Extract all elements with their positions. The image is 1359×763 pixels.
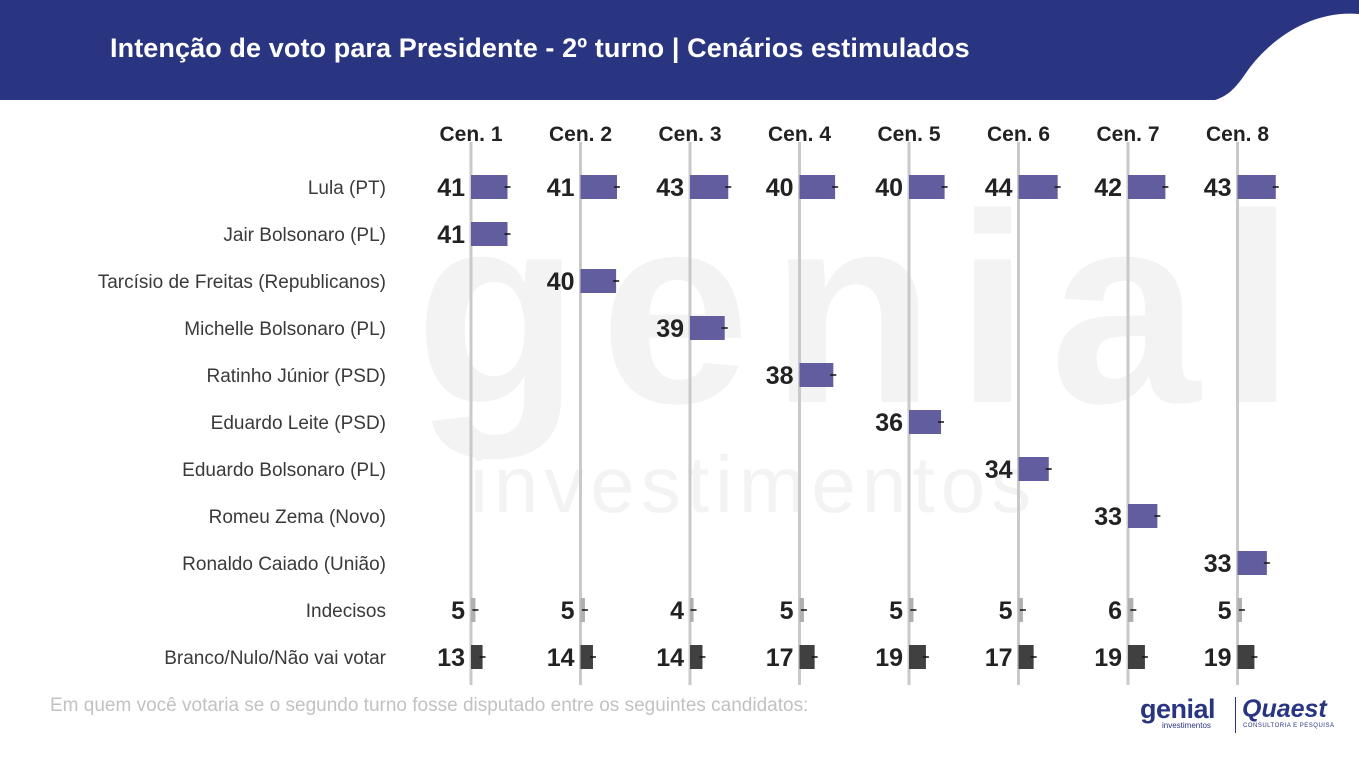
bar [909,645,926,669]
bar [580,645,593,669]
scenario-header: Cen. 5 [877,123,940,146]
data-label: 36 [875,409,903,437]
data-label: 5 [561,597,575,625]
scenario-header: Cen. 3 [658,123,721,146]
data-label: 6 [1108,597,1122,625]
bar [799,175,836,199]
data-label: 44 [985,174,1013,202]
bar [1018,457,1049,481]
bar [1128,175,1166,199]
row-label: Ronaldo Caiado (União) [182,554,386,575]
data-label: 13 [437,644,465,672]
bar [1237,645,1255,669]
bar [799,645,815,669]
bar [580,175,617,199]
row-label: Michelle Bolsonaro (PL) [184,319,386,340]
data-label: 40 [547,268,575,296]
bar [1128,645,1145,669]
data-label: 43 [656,174,684,202]
quaest-logo-sub: CONSULTORIA E PESQUISA [1243,723,1335,729]
header-banner: Intenção de voto para Presidente - 2º tu… [0,0,1359,100]
genial-logo: genial [1140,694,1216,724]
row-labels: Lula (PT) Jair Bolsonaro (PL) Tarcísio de … [98,178,387,669]
data-label: 33 [1094,503,1122,531]
data-label: 39 [656,315,684,343]
bar [471,175,508,199]
bar [690,645,703,669]
bar [799,363,834,387]
data-label: 19 [1094,644,1122,672]
data-label: 4 [670,597,684,625]
bar [580,269,617,293]
header-background [0,0,1359,100]
row-label: Branco/Nulo/Não vai votar [164,648,386,669]
footnote: Em quem você votaria se o segundo turno … [50,695,809,716]
bar [690,175,729,199]
scenario-header: Cen. 4 [768,123,831,146]
bar [909,410,942,434]
data-label: 41 [437,174,465,202]
data-label: 14 [656,644,684,672]
bar [1018,175,1058,199]
gridlines [469,142,1239,685]
data-label: 19 [1204,644,1232,672]
row-label: Jair Bolsonaro (PL) [223,225,386,246]
bar [1237,175,1276,199]
genial-logo-sub: investimentos [1162,721,1211,730]
row-label: Romeu Zema (Novo) [209,507,386,528]
quaest-logo: Quaest [1242,695,1327,723]
data-label: 17 [985,644,1013,672]
data-label: 5 [451,597,465,625]
data-label: 40 [766,174,794,202]
data-label: 19 [875,644,903,672]
scenario-header: Cen. 6 [987,123,1050,146]
data-label: 33 [1204,550,1232,578]
data-label: 43 [1204,174,1232,202]
row-label: Lula (PT) [308,178,386,199]
scenario-header: Cen. 7 [1096,123,1159,146]
row-label: Tarcísio de Freitas (Republicanos) [98,272,386,293]
logo-divider [1235,697,1236,733]
bars: 41 41 43 40 40 44 42 43 41 40 39 38 36 34 33 33 5 5 4 5 5 5 6 5… [437,174,1279,672]
data-label: 14 [547,644,575,672]
data-label: 42 [1094,174,1122,202]
bar [471,222,508,246]
row-label: Eduardo Leite (PSD) [211,413,386,434]
bar [690,316,725,340]
scenario-header: Cen. 1 [439,123,502,146]
data-label: 5 [780,597,794,625]
bar [471,645,483,669]
data-label: 17 [766,644,794,672]
row-label: Ratinho Júnior (PSD) [206,366,386,387]
data-label: 41 [437,221,465,249]
data-label: 5 [889,597,903,625]
scenario-header: Cen. 2 [549,123,612,146]
scenario-header: Cen. 8 [1206,123,1269,146]
data-label: 5 [999,597,1013,625]
bar [909,175,945,199]
chart-area: Cen. 1 Cen. 2 Cen. 3 Cen. 4 Cen. 5 Cen. 6 Cen.… [98,123,1279,685]
data-label: 40 [875,174,903,202]
data-label: 5 [1218,597,1232,625]
data-label: 38 [766,362,794,390]
logos: genial investimentos Quaest CONSULTORIA … [1140,695,1340,740]
page-title: Intenção de voto para Presidente - 2º tu… [110,33,970,63]
data-label: 41 [547,174,575,202]
row-label: Indecisos [306,601,386,622]
data-label: 34 [985,456,1013,484]
row-label: Eduardo Bolsonaro (PL) [182,460,386,481]
scenario-headers: Cen. 1 Cen. 2 Cen. 3 Cen. 4 Cen. 5 Cen. 6 Cen.… [439,123,1269,146]
bar [1128,504,1158,528]
bar [1018,645,1034,669]
bar [1237,551,1267,575]
